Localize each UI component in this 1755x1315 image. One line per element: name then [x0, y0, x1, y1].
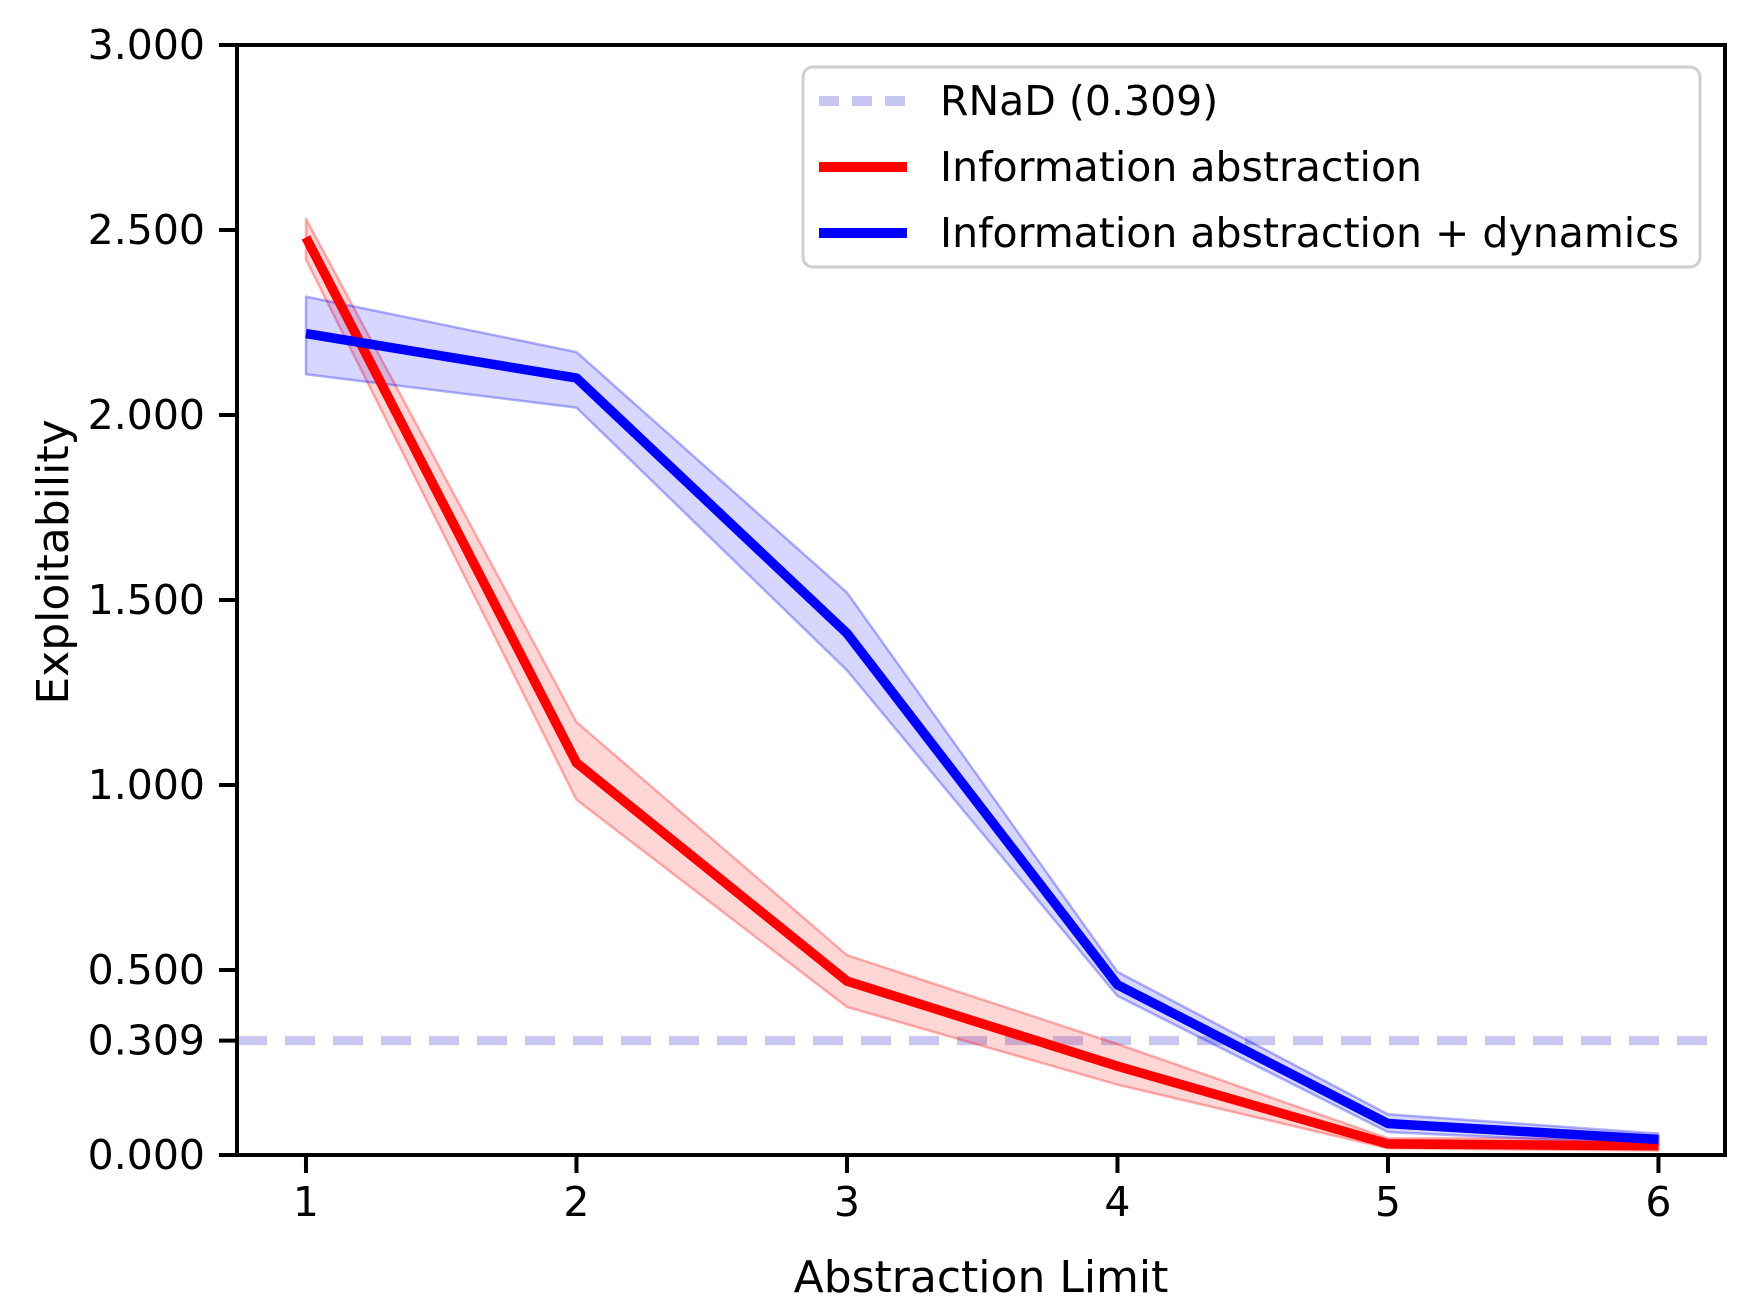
x-tick-label: 4	[1104, 1178, 1130, 1226]
legend: RNaD (0.309) Information abstraction Infor…	[801, 65, 1702, 269]
y-tick-label: 3.000	[88, 21, 205, 69]
x-tick-label: 6	[1645, 1178, 1671, 1226]
legend-label: Information abstraction	[940, 143, 1422, 191]
y-tick-label: 1.000	[88, 761, 205, 809]
series-line-information-abstraction-dynamics	[305, 328, 1659, 1145]
y-axis-title: Exploitability	[28, 419, 79, 704]
x-axis-title: Abstraction Limit	[794, 1252, 1169, 1303]
y-tick-label: 0.309	[88, 1017, 205, 1065]
x-tick-label: 3	[834, 1178, 860, 1226]
x-tick-label: 5	[1375, 1178, 1401, 1226]
y-tick-label: 2.000	[88, 391, 205, 439]
x-tick-label: 2	[563, 1178, 589, 1226]
y-tick-label: 0.500	[88, 946, 205, 994]
y-tick-label: 2.500	[88, 206, 205, 254]
legend-box	[801, 65, 1702, 269]
confidence-band-information-abstraction	[304, 217, 1660, 1152]
series-line-information-abstraction	[301, 235, 1659, 1151]
y-tick-label: 1.500	[88, 576, 205, 624]
x-tick-label: 1	[293, 1178, 319, 1226]
legend-label: RNaD (0.309)	[940, 77, 1218, 125]
y-tick-label: 0.000	[88, 1131, 205, 1179]
legend-label: Information abstraction + dynamics	[940, 209, 1679, 257]
